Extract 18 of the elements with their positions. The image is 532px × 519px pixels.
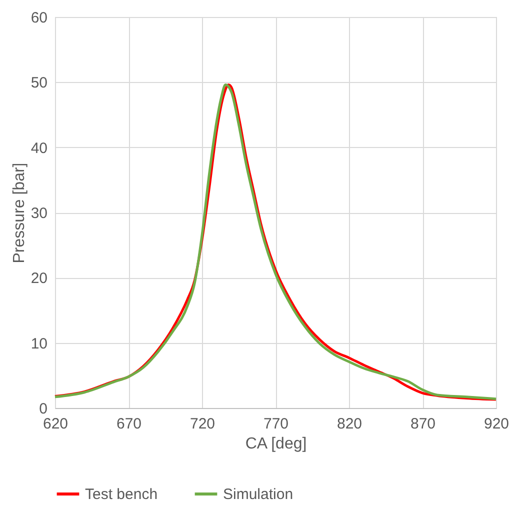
x-tick-label: 720 <box>190 416 216 432</box>
y-tick-label: 30 <box>30 205 48 222</box>
y-tick-label: 10 <box>30 335 48 352</box>
x-tick-label: 820 <box>336 416 362 432</box>
legend-label: Test bench <box>85 486 158 503</box>
x-tick-label: 670 <box>116 416 142 432</box>
x-axis-title: CA [deg] <box>245 436 307 452</box>
y-tick-label: 20 <box>30 270 48 288</box>
legend-label: Simulation <box>223 486 294 503</box>
y-axis-title: Pressure [bar] <box>10 162 28 264</box>
x-tick-label: 620 <box>42 416 68 432</box>
y-tick-label: 40 <box>30 140 48 157</box>
x-tick-label: 920 <box>484 416 510 432</box>
x-tick-label: 770 <box>263 416 289 432</box>
y-tick-label: 0 <box>39 400 48 418</box>
x-tick-label: 870 <box>410 416 436 432</box>
y-tick-label: 50 <box>30 74 48 92</box>
y-tick-label: 60 <box>30 10 48 26</box>
